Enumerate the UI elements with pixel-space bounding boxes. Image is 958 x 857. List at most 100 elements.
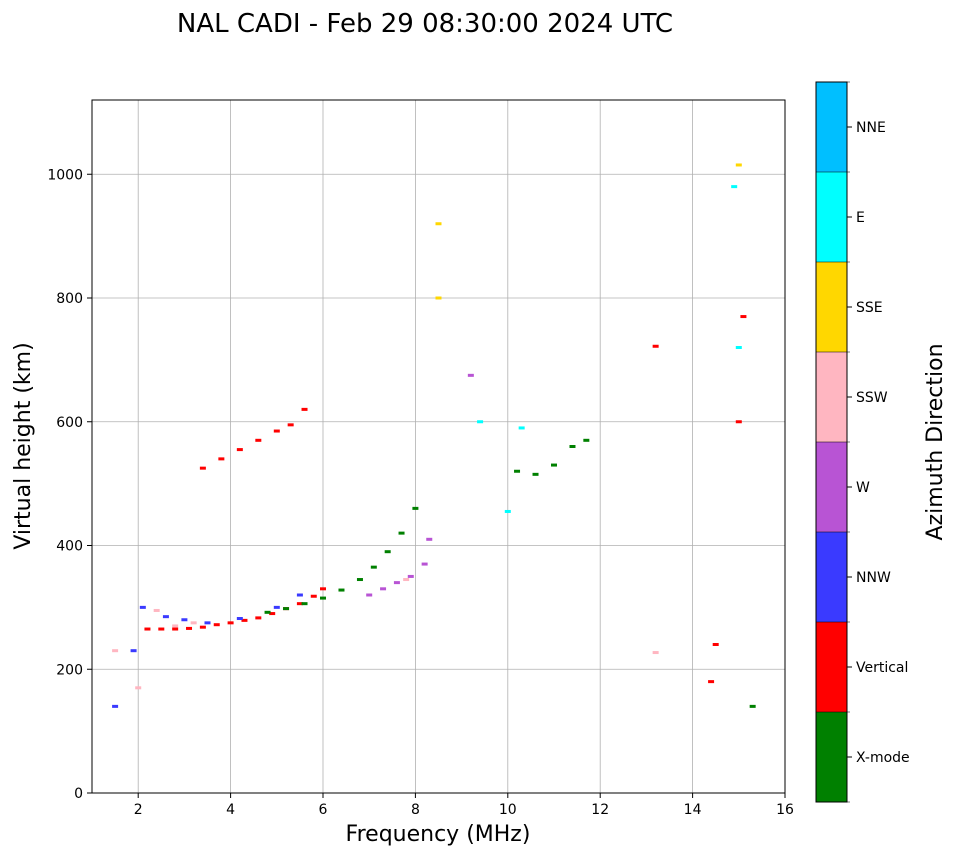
echo-point (218, 457, 225, 461)
colorbar-segment (816, 352, 847, 442)
x-tick-label: 8 (411, 802, 420, 818)
echo-point (283, 607, 290, 611)
echo-point (708, 680, 715, 684)
colorbar-category-label: SSW (856, 390, 888, 406)
echo-point (518, 426, 525, 430)
y-tick-label: 200 (56, 662, 83, 678)
echo-point (296, 593, 303, 597)
colorbar-segment (816, 442, 847, 532)
series-3 (366, 373, 474, 597)
echo-point (712, 643, 719, 646)
echo-point (380, 587, 387, 591)
echo-point (569, 445, 576, 448)
plot-frame (91, 99, 786, 794)
x-axis-label: Frequency (MHz) (346, 822, 531, 847)
y-tick-label: 800 (56, 291, 83, 307)
echo-point (255, 616, 262, 620)
colorbar-segment (816, 532, 847, 622)
echo-point (139, 605, 146, 609)
echo-point (384, 550, 391, 554)
x-tick-label: 16 (776, 802, 794, 818)
echo-point (236, 448, 243, 452)
colorbar-category-label: NNE (856, 120, 886, 136)
series-1 (264, 506, 419, 614)
echo-point (181, 618, 188, 622)
echo-point (273, 429, 280, 433)
colorbar-frame (815, 81, 848, 803)
echo-point (370, 565, 377, 569)
echo-point (112, 704, 119, 708)
series-5 (199, 407, 308, 470)
echo-point (153, 608, 160, 612)
echo-point (421, 562, 428, 566)
colorbar-category-label: W (856, 480, 870, 496)
plot-background (92, 100, 785, 793)
echo-point (435, 296, 442, 300)
echo-point (144, 627, 151, 631)
echo-point (172, 624, 179, 628)
echo-point (435, 222, 442, 226)
echo-point (190, 621, 197, 625)
echo-point (301, 407, 308, 411)
echo-point (255, 438, 262, 442)
echo-point (477, 420, 484, 424)
colorbar: X-mode Vertical NNW W SSW SSE E NNE (815, 81, 910, 803)
x-tick-label: 12 (591, 802, 609, 818)
echo-point (199, 466, 206, 470)
echo-point (296, 602, 303, 606)
colorbar-category-label: NNW (856, 570, 891, 586)
series-7 (514, 438, 756, 708)
y-tick-label: 0 (74, 786, 83, 802)
echo-point (112, 649, 119, 653)
echo-point (403, 578, 410, 582)
x-tick-label: 2 (134, 802, 143, 818)
series-8 (652, 315, 747, 684)
series-6 (477, 185, 742, 513)
echo-point (241, 618, 248, 622)
echo-point (186, 626, 193, 630)
echo-point (264, 610, 271, 614)
echo-point (467, 373, 474, 377)
colorbar-category-label: Vertical (856, 660, 908, 676)
x-tick-label: 4 (226, 802, 235, 818)
x-tick-label: 14 (684, 802, 702, 818)
colorbar-category-label: E (856, 210, 865, 226)
echo-point (287, 423, 294, 427)
echo-point (320, 587, 326, 591)
echo-point (162, 615, 169, 619)
echo-point (338, 588, 345, 592)
echo-point (407, 574, 414, 578)
plot-area: 2 4 6 8 10 12 14 16 0 200 400 600 800 1000 (47, 99, 794, 818)
chart-title: NAL CADI - Feb 29 08:30:00 2024 UTC (177, 9, 673, 39)
colorbar-label: Azimuth Direction (923, 343, 948, 540)
echo-point (504, 509, 511, 513)
echo-point (130, 649, 137, 653)
echo-point (273, 605, 280, 609)
echo-point (735, 346, 742, 349)
colorbar-segment (816, 262, 847, 352)
data-marks (112, 163, 756, 708)
echo-point (735, 163, 742, 167)
y-axis-ticks: 0 200 400 600 800 1000 (47, 167, 92, 802)
y-axis-label: Virtual height (km) (11, 342, 36, 549)
echo-point (204, 621, 211, 625)
series-9 (435, 163, 742, 300)
echo-point (749, 704, 756, 708)
colorbar-segment (816, 712, 847, 802)
echo-point (398, 531, 405, 535)
echo-point (393, 581, 400, 585)
echo-point (514, 469, 521, 473)
echo-point (412, 506, 419, 510)
colorbar-segment (816, 622, 847, 712)
echo-point (172, 627, 179, 631)
y-tick-label: 1000 (47, 167, 83, 183)
echo-point (740, 315, 747, 319)
echo-point (213, 623, 220, 627)
x-tick-label: 10 (499, 802, 517, 818)
echo-point (227, 621, 234, 625)
echo-point (356, 578, 363, 582)
echo-point (652, 651, 659, 655)
echo-point (426, 537, 433, 541)
echo-point (269, 612, 276, 616)
